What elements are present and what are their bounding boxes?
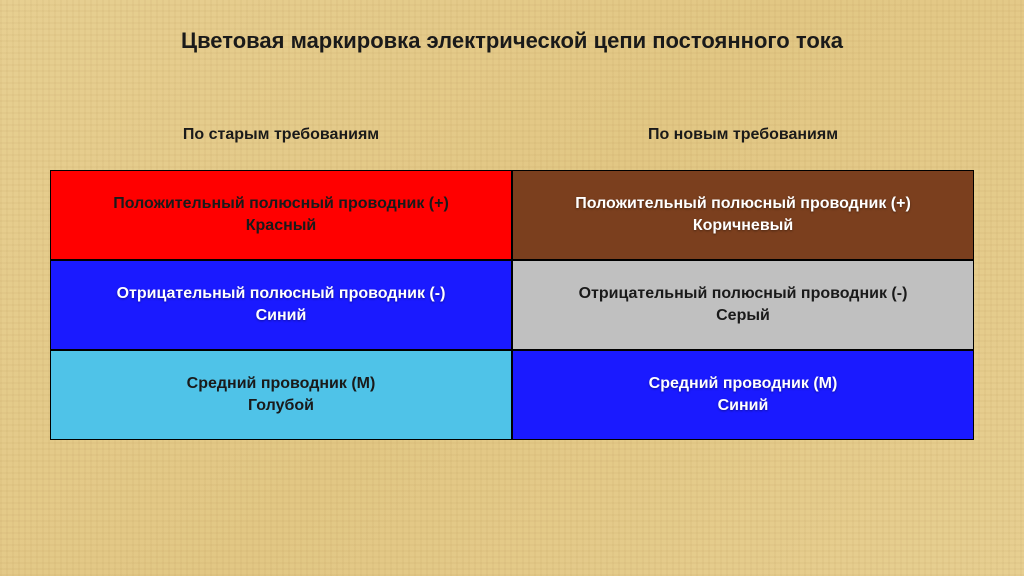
cell-label: Средний проводник (М) [187, 373, 376, 395]
table-row: Средний проводник (М) Голубой Средний пр… [50, 350, 974, 440]
cell-color-name: Коричневый [693, 215, 793, 237]
cell-old-middle: Средний проводник (М) Голубой [50, 350, 512, 440]
cell-old-negative: Отрицательный полюсный проводник (-) Син… [50, 260, 512, 350]
cell-color-name: Серый [716, 305, 770, 327]
cell-old-positive: Положительный полюсный проводник (+) Кра… [50, 170, 512, 260]
cell-new-positive: Положительный полюсный проводник (+) Кор… [512, 170, 974, 260]
cell-label: Положительный полюсный проводник (+) [113, 193, 449, 215]
column-headings: По старым требованиям По новым требовани… [50, 126, 974, 144]
cell-color-name: Синий [718, 395, 769, 417]
cell-label: Положительный полюсный проводник (+) [575, 193, 911, 215]
color-code-table: Положительный полюсный проводник (+) Кра… [50, 170, 974, 440]
cell-label: Отрицательный полюсный проводник (-) [117, 283, 446, 305]
table-row: Отрицательный полюсный проводник (-) Син… [50, 260, 974, 350]
cell-new-negative: Отрицательный полюсный проводник (-) Сер… [512, 260, 974, 350]
slide-title: Цветовая маркировка электрической цепи п… [0, 28, 1024, 54]
column-heading-new: По новым требованиям [512, 126, 974, 144]
cell-color-name: Синий [256, 305, 307, 327]
cell-color-name: Голубой [248, 395, 314, 417]
column-heading-old: По старым требованиям [50, 126, 512, 144]
cell-label: Средний проводник (М) [649, 373, 838, 395]
slide: { "title": "Цветовая маркировка электрич… [0, 0, 1024, 576]
table-row: Положительный полюсный проводник (+) Кра… [50, 170, 974, 260]
cell-new-middle: Средний проводник (М) Синий [512, 350, 974, 440]
cell-label: Отрицательный полюсный проводник (-) [579, 283, 908, 305]
cell-color-name: Красный [246, 215, 317, 237]
